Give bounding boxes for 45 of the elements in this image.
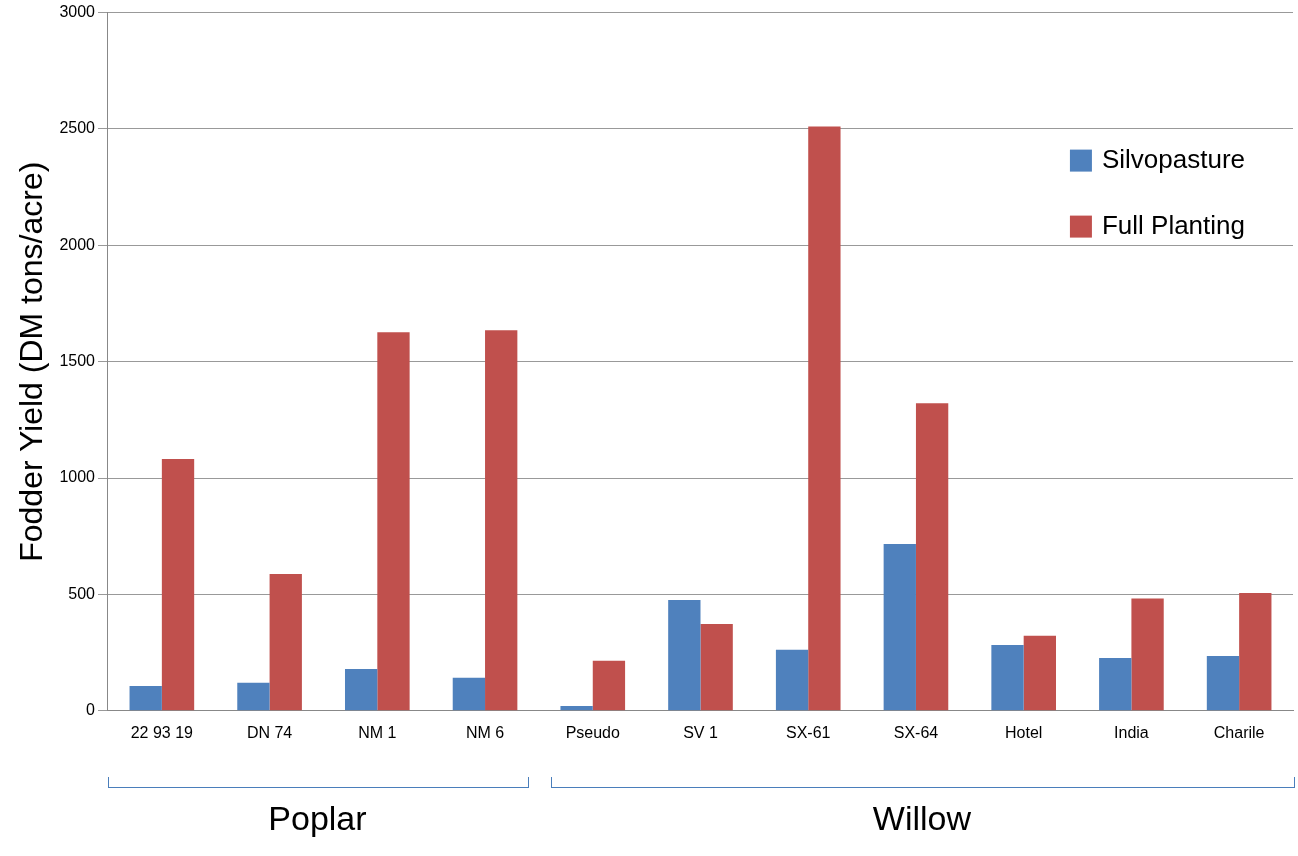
legend-label: Silvopasture	[1101, 143, 1245, 174]
bar	[592, 660, 626, 711]
x-tick-label: Pseudo	[565, 723, 620, 741]
x-tick-label: SX-61	[785, 723, 831, 741]
y-tick-label: 1500	[59, 352, 96, 370]
y-tick-label: 500	[68, 584, 96, 602]
bar	[377, 332, 410, 711]
bar	[1206, 655, 1240, 711]
bar	[808, 126, 841, 711]
bar	[560, 705, 593, 711]
x-tick-label: NM 6	[465, 723, 505, 741]
bar	[345, 668, 378, 711]
bar	[775, 649, 809, 711]
bar	[883, 543, 916, 711]
x-tick-label: 22 93 19	[130, 723, 194, 741]
bar	[452, 677, 486, 711]
y-axis-title: Fodder Yield (DM tons/acre)	[13, 161, 50, 562]
x-tick-label: Hotel	[1005, 723, 1043, 741]
y-tick-label: 2500	[59, 119, 96, 137]
bar	[668, 600, 701, 711]
bar	[161, 458, 195, 711]
bar	[269, 573, 302, 711]
bar	[1099, 657, 1132, 711]
y-tick-label: 3000	[59, 3, 96, 21]
bar	[1131, 598, 1164, 711]
x-tick-label: India	[1114, 723, 1149, 741]
legend-label: Full Planting	[1101, 209, 1245, 240]
x-tick-label: DN 74	[246, 723, 293, 741]
bar	[129, 685, 162, 711]
x-tick-label: SV 1	[683, 723, 718, 741]
bar	[700, 623, 733, 711]
bar	[237, 682, 270, 711]
bar	[991, 644, 1024, 711]
bar	[1239, 593, 1272, 711]
bar	[1023, 635, 1056, 711]
x-tick-label: Charile	[1213, 723, 1265, 741]
text: Willow	[872, 798, 972, 838]
y-tick-label: 2000	[59, 235, 96, 253]
bar	[915, 403, 949, 711]
y-tick-label: 1000	[59, 468, 96, 486]
x-tick-label: SX-64	[893, 723, 939, 741]
text: Poplar	[268, 798, 367, 838]
x-tick-label: NM 1	[358, 723, 397, 741]
y-tick-label: 0	[86, 701, 96, 719]
bar	[485, 330, 518, 711]
